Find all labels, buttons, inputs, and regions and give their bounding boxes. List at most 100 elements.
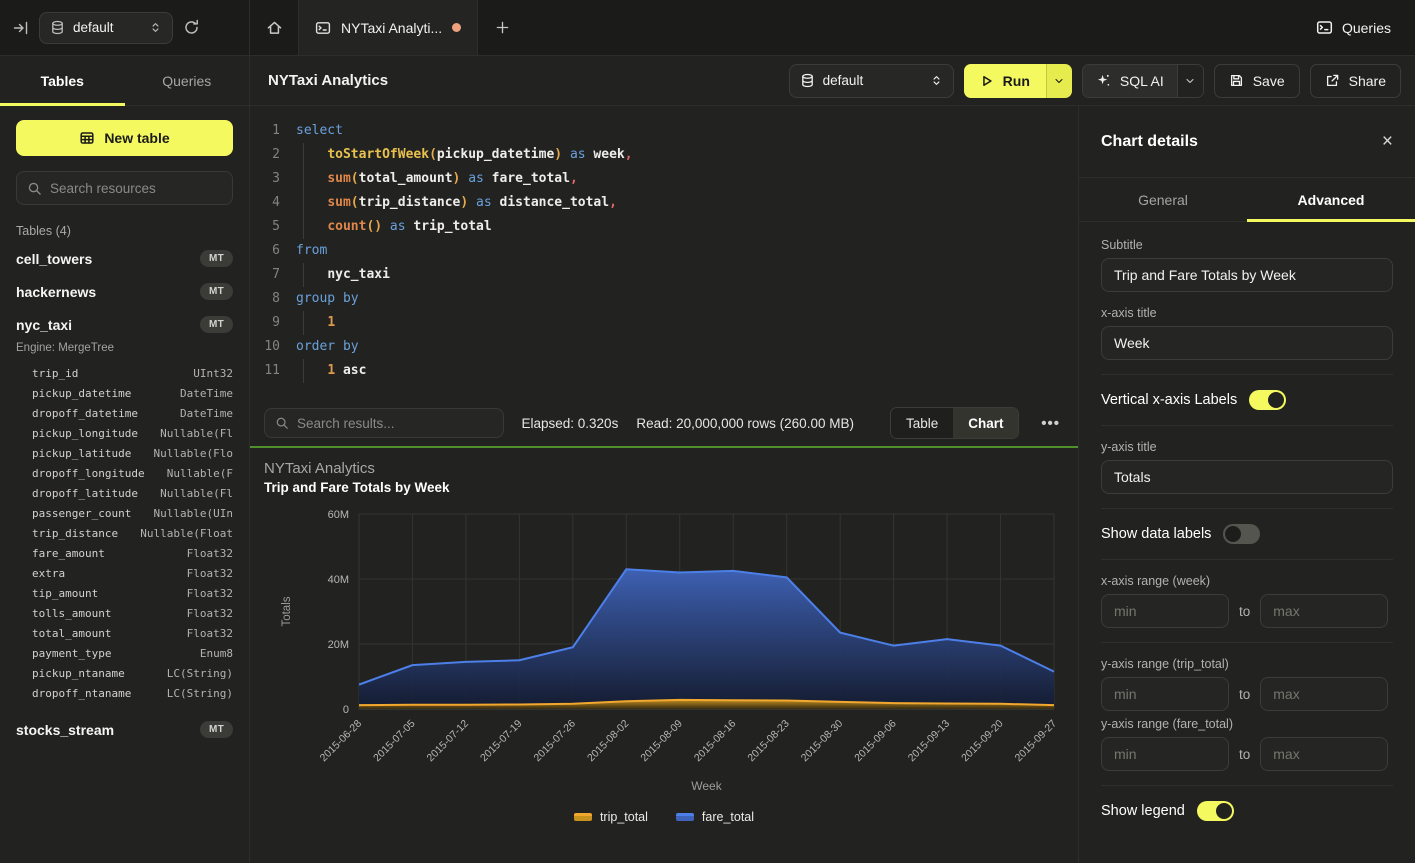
save-button[interactable]: Save [1213,63,1300,98]
x-range-max-input[interactable] [1260,594,1389,628]
home-button[interactable] [250,0,298,55]
legend-item-fare_total[interactable]: fare_total [675,810,754,824]
column-row[interactable]: fare_amount Float32 [16,543,233,563]
column-row[interactable]: pickup_ntaname LC(String) [16,663,233,683]
view-toggle-chart[interactable]: Chart [953,408,1019,438]
collapse-sidebar-icon[interactable] [13,20,29,36]
subtitle-input[interactable] [1101,258,1393,292]
column-row[interactable]: payment_type Enum8 [16,643,233,663]
show-legend-toggle[interactable] [1196,801,1234,821]
tab-advanced[interactable]: Advanced [1247,178,1415,222]
y-axis-title-field: y-axis title [1101,440,1393,494]
y-range-trip-max-input[interactable] [1260,677,1389,711]
column-type: DateTime [180,386,233,400]
code-line: 7 nyc_taxi [250,263,1078,287]
column-row[interactable]: extra Float32 [16,563,233,583]
column-row[interactable]: tolls_amount Float32 [16,603,233,623]
chevron-down-icon [1184,75,1196,87]
tables-list: cell_towers MT hackernews MT nyc_taxi MT Engin… [16,242,233,746]
save-icon [1229,73,1244,88]
table-row[interactable]: cell_towers MT [16,242,233,275]
sql-editor[interactable]: 1 select 2 toStartOfWeek(pickup_datetime) … [250,106,1078,400]
results-search[interactable] [264,408,504,438]
new-table-button[interactable]: New table [16,120,233,156]
toolbar-database-selector[interactable]: default [788,63,954,98]
column-type: Nullable(Fl [160,426,233,440]
column-row[interactable]: passenger_count Nullable(UIn [16,503,233,523]
x-axis-title: Week [691,779,722,793]
range-joiner: to [1239,686,1251,702]
sidebar-tab-tables-label: Tables [40,72,84,89]
table-row[interactable]: hackernews MT [16,275,233,308]
column-row[interactable]: pickup_datetime DateTime [16,383,233,403]
results-search-input[interactable] [297,415,493,431]
legend-item-trip_total[interactable]: trip_total [573,810,648,824]
y-range-fare-min-input[interactable] [1101,737,1229,771]
column-row[interactable]: trip_id UInt32 [16,363,233,383]
tab-general[interactable]: General [1079,178,1247,221]
range-joiner: to [1239,603,1251,619]
x-range-min-input[interactable] [1101,594,1229,628]
line-number: 4 [272,195,280,210]
search-icon [27,181,42,196]
divider [1101,559,1393,560]
vertical-x-labels-label: Vertical x-axis Labels [1101,392,1238,408]
column-name: trip_distance [32,526,119,540]
column-row[interactable]: pickup_longitude Nullable(Fl [16,423,233,443]
run-button[interactable]: Run [963,63,1046,98]
y-range-trip-label: y-axis range (trip_total) [1101,657,1229,671]
column-row[interactable]: total_amount Float32 [16,623,233,643]
code-line: 11 1 asc [250,359,1078,383]
more-options-icon[interactable]: ••• [1041,414,1060,432]
view-toggle-table[interactable]: Table [890,408,954,438]
sql-ai-button[interactable]: SQL AI [1082,64,1177,97]
x-tick-label: 2015-08-30 [799,718,846,765]
area-fare_total [359,569,1054,709]
code-text: sum(total_amount) as fare_total, [296,167,578,191]
y-tick-label: 20M [328,639,349,651]
line-fare_total [358,568,1055,686]
x-tick-label: 2015-08-02 [585,718,632,765]
sidebar-tab-tables[interactable]: Tables [0,56,125,106]
queries-button[interactable]: Queries [1316,19,1391,36]
column-type: Nullable(F [166,466,233,480]
y-axis-title-input[interactable] [1101,460,1393,494]
sidebar-tab-queries[interactable]: Queries [125,56,250,105]
view-toggle: Table Chart [889,407,1020,439]
column-name: tip_amount [32,586,99,600]
sql-ai-options-button[interactable] [1176,64,1203,97]
close-icon[interactable]: × [1381,131,1393,152]
sidebar-search-input[interactable] [50,180,222,196]
column-type: Nullable(UIn [153,506,233,520]
table-row[interactable]: nyc_taxi MT [16,308,233,341]
play-icon [980,74,994,88]
column-row[interactable]: dropoff_datetime DateTime [16,403,233,423]
column-row[interactable]: tip_amount Float32 [16,583,233,603]
y-range-fare-max-input[interactable] [1260,737,1389,771]
run-options-button[interactable] [1045,63,1072,98]
column-row[interactable]: trip_distance Nullable(Float [16,523,233,543]
y-range-trip-min-input[interactable] [1101,677,1229,711]
code-line: 1 select [250,119,1078,143]
column-row[interactable]: dropoff_ntaname LC(String) [16,683,233,703]
query-tab[interactable]: NYTaxi Analyti... [298,0,479,55]
new-tab-button[interactable] [478,0,526,55]
refresh-icon[interactable] [183,19,200,36]
column-row[interactable]: dropoff_longitude Nullable(F [16,463,233,483]
sidebar-search[interactable] [16,171,233,205]
show-data-labels-toggle[interactable] [1223,524,1261,544]
vertical-x-labels-toggle[interactable] [1249,390,1287,410]
panel-title: Chart details [1101,132,1198,150]
share-button[interactable]: Share [1309,63,1401,98]
database-selector[interactable]: default [39,11,173,44]
x-axis-title-input[interactable] [1101,326,1393,360]
table-row[interactable]: stocks_stream MT [16,713,233,746]
column-row[interactable]: dropoff_latitude Nullable(Fl [16,483,233,503]
legend-label: trip_total [599,810,648,824]
y-tick-label: 40M [328,574,349,586]
column-row[interactable]: pickup_latitude Nullable(Flo [16,443,233,463]
x-axis-title-field: x-axis title [1101,306,1393,360]
toolbar-database-value: default [822,73,864,88]
code-line: 6 from [250,239,1078,263]
home-icon [266,19,283,36]
